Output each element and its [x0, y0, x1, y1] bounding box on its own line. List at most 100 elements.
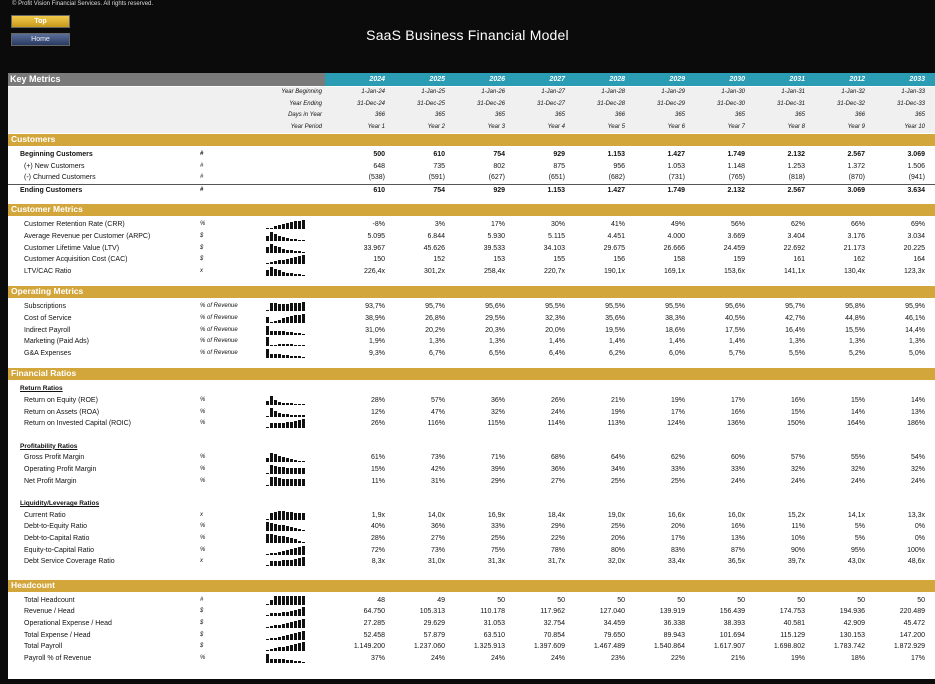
spark-bar: [298, 643, 301, 652]
copyright-text: © Profit Vision Financial Services. All …: [12, 1, 154, 7]
value-cell: 1.506: [907, 162, 925, 170]
spark-bar: [274, 330, 277, 335]
spark-bar: [282, 479, 285, 486]
row-unit: % of Revenue: [200, 349, 238, 356]
spark-bar: [270, 422, 273, 429]
value-cell: 50: [677, 596, 685, 604]
info-value: 31-Dec-27: [536, 100, 565, 107]
value-cell: 95,8%: [845, 303, 865, 311]
spark-bar: [298, 661, 301, 663]
value-cell: 1.325.913: [473, 643, 505, 651]
spreadsheet: Key Metrics 2024 2025 2026 2027 2028 2029 2030 2…: [8, 73, 935, 679]
spark-bar: [294, 239, 297, 241]
spark-bar: [302, 557, 305, 567]
row-label: Operating Profit Margin: [24, 466, 97, 473]
value-cell: 26.666: [663, 244, 685, 252]
top-button[interactable]: Top: [11, 15, 70, 28]
value-cell: 5.095: [367, 233, 385, 240]
row-unit: %: [200, 454, 206, 461]
subsection-header: Return Ratios: [8, 383, 935, 394]
spark-bar: [282, 259, 285, 265]
row-label: Marketing (Paid Ads): [24, 338, 89, 346]
key-metrics-header: Key Metrics 2024 2025 2026 2027 2028 2029 2030 2…: [8, 73, 935, 86]
spark-bar: [298, 403, 301, 405]
row-label: Return on Equity (ROE): [24, 397, 98, 404]
info-value: 365: [794, 112, 805, 118]
spark-bar: [290, 343, 293, 347]
value-cell: 18,4x: [547, 511, 565, 519]
sparkline: [266, 534, 305, 543]
spark-bar: [294, 548, 297, 555]
value-cell: 6,2%: [609, 349, 625, 357]
spark-bar: [298, 356, 301, 358]
section-title: Customer Metrics: [11, 204, 83, 215]
spark-bar: [270, 303, 273, 312]
row-label: Total Headcount: [24, 596, 75, 604]
info-value: Year 4: [547, 123, 565, 130]
spark-bar: [290, 645, 293, 652]
subsection-title: Return Ratios: [20, 385, 63, 393]
value-cell: 150%: [787, 420, 805, 428]
spark-bar: [282, 422, 285, 429]
value-cell: 83%: [670, 546, 685, 554]
value-cell: 31.053: [483, 620, 505, 627]
value-cell: 114%: [547, 420, 565, 428]
sparkline: [266, 642, 305, 652]
spark-bar: [282, 636, 285, 640]
value-cell: 3.034: [907, 233, 925, 240]
row-label: (-) Churned Customers: [24, 174, 96, 182]
spark-bar: [286, 458, 289, 463]
spark-bar: [294, 414, 297, 417]
spark-bar: [278, 422, 281, 429]
sparkline: [266, 619, 305, 628]
spark-bar: [298, 420, 301, 429]
key-metrics-label: Key Metrics: [10, 74, 61, 84]
spark-bar: [274, 648, 277, 652]
section-header: Financial Ratios: [8, 368, 935, 381]
value-cell: 5,5%: [789, 349, 805, 357]
value-cell: 5,7%: [729, 349, 745, 357]
info-value: 366: [854, 112, 865, 118]
row-unit: % of Revenue: [200, 315, 238, 321]
spark-bar: [274, 411, 277, 417]
value-cell: 95,5%: [665, 303, 685, 311]
row-unit: $: [200, 256, 204, 263]
data-row: Debt-to-Capital Ratio% 28% 27% 25% 22% 20% 17%…: [8, 533, 935, 544]
value-cell: 45.626: [423, 244, 445, 252]
spark-bar: [266, 627, 269, 628]
info-value: 365: [674, 112, 685, 118]
value-cell: 95,5%: [545, 303, 565, 311]
spark-bar: [278, 624, 281, 628]
spark-bar: [282, 510, 285, 520]
value-cell: 47%: [430, 408, 445, 416]
home-button[interactable]: Home: [11, 33, 70, 46]
value-cell: 105.313: [419, 608, 445, 616]
spark-bar: [302, 479, 305, 486]
spark-bar: [266, 348, 269, 358]
section-header: Customers: [8, 134, 935, 146]
info-value: 1-Jan-31: [781, 89, 805, 95]
value-cell: 27%: [430, 535, 445, 542]
value-cell: 36%: [490, 397, 505, 404]
year-header: [325, 73, 935, 86]
value-cell: 1.617.907: [713, 643, 745, 651]
row-unit: #: [200, 162, 204, 169]
value-cell: 40%: [370, 523, 385, 531]
value-cell: 38.393: [723, 620, 745, 627]
value-cell: 220.489: [899, 608, 925, 616]
value-cell: 1.397.609: [533, 643, 565, 651]
value-cell: (870): [848, 174, 865, 182]
row-label: Revenue / Head: [24, 608, 75, 616]
value-cell: (651): [548, 174, 565, 182]
value-cell: 136%: [727, 420, 745, 428]
value-cell: 23%: [610, 654, 625, 662]
spark-bar: [270, 243, 273, 253]
spark-bar: [302, 545, 305, 555]
value-cell: 39,7x: [787, 558, 805, 566]
section-title: Financial Ratios: [11, 368, 77, 379]
spark-bar: [298, 479, 301, 486]
value-cell: 16,6x: [667, 511, 685, 519]
value-cell: 36,5x: [727, 558, 745, 566]
spark-bar: [278, 647, 281, 652]
value-cell: 17%: [670, 408, 685, 416]
